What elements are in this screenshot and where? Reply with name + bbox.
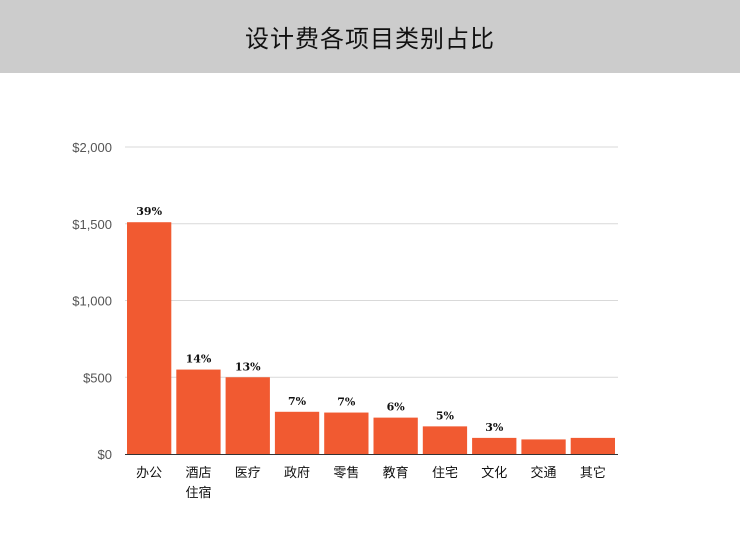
bar-chart: $0 $500 $1,000 $1,500 $2,000 39% 14% 13% 7% 7% 6%… [72,140,618,501]
gridlines [125,146,618,378]
category-label: 其它 [580,465,606,481]
data-label: 3% [485,421,504,434]
category-label: 酒店 [185,466,211,481]
chart-header: 设计费各项目类别占比 [0,0,740,73]
category-label: 住宿 [185,485,211,501]
category-label: 住宅 [432,466,458,481]
data-label: 13% [235,360,261,373]
y-axis-ticks: $0 $500 $1,000 $1,500 $2,000 [72,140,112,462]
category-label: 文化 [481,466,507,481]
y-tick-label: $500 [83,370,112,385]
category-label: 政府 [284,466,310,481]
y-tick-label: $1,500 [72,217,112,232]
data-label: 7% [288,395,307,408]
category-label: 零售 [333,465,359,481]
data-labels: 39% 14% 13% 7% 7% 6% 5% 3% [136,205,504,434]
data-label: 6% [387,401,406,414]
data-label: 7% [337,396,356,409]
bar [373,417,418,454]
category-label: 交通 [531,465,557,481]
bar [570,437,615,454]
bar [521,439,566,454]
bar [176,369,221,454]
chart-title: 设计费各项目类别占比 [245,25,495,53]
y-tick-label: $1,000 [72,294,112,309]
bar [422,426,468,454]
bar [274,411,320,454]
data-label: 5% [436,409,455,422]
category-label: 医疗 [235,466,261,481]
category-label: 教育 [383,465,409,481]
bar [225,377,270,454]
y-tick-label: $0 [98,447,112,462]
bar [127,222,172,454]
bar [472,437,517,454]
data-label: 39% [136,205,162,218]
bars [127,222,615,454]
y-tick-label: $2,000 [72,140,112,155]
category-label: 办公 [136,466,162,481]
data-label: 14% [186,353,212,366]
bar [324,412,369,454]
